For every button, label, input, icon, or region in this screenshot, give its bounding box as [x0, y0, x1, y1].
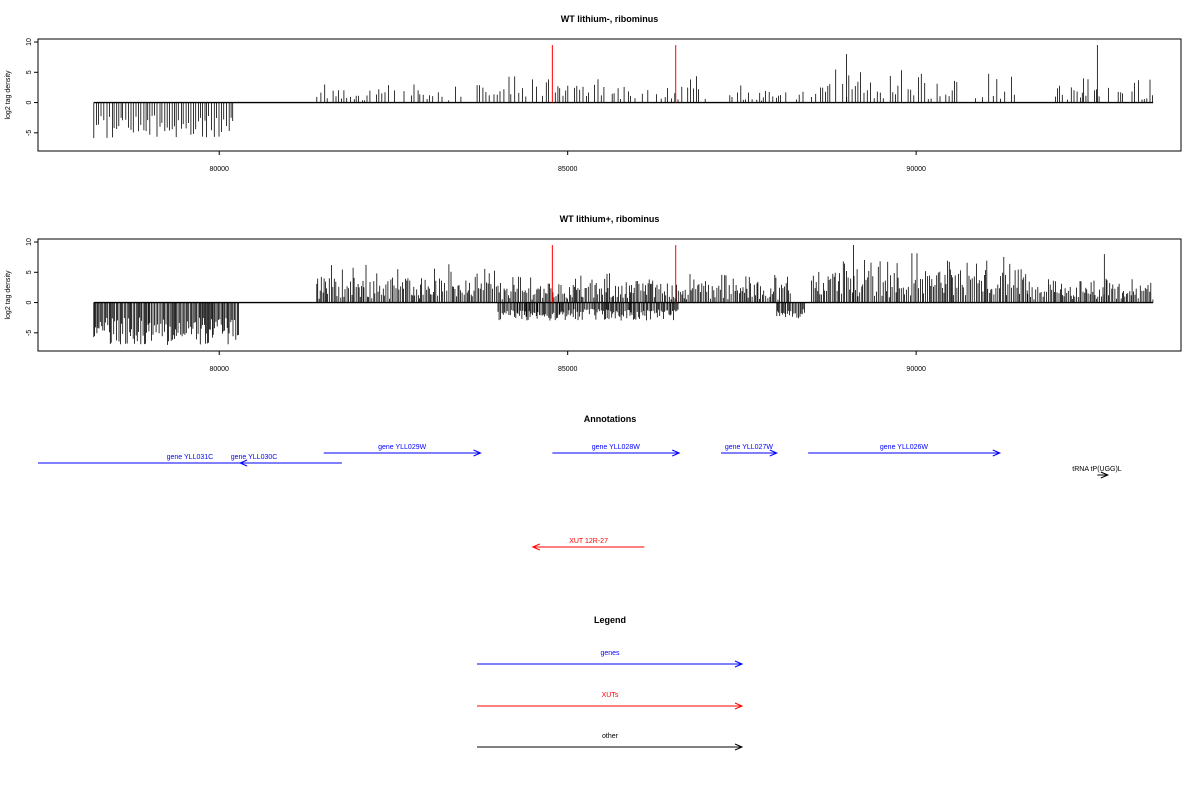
panel-title: WT lithium-, ribominus [561, 14, 659, 24]
annotation-feature: XUT 12R-27 [531, 538, 645, 551]
feature-label: tRNA tP(UGG)L [1072, 466, 1122, 473]
feature-label: gene YLL027W [725, 444, 774, 451]
arrowhead [992, 449, 1002, 457]
y-tick-label: 0 [26, 101, 33, 105]
arrowhead [1100, 471, 1110, 479]
arrowhead [671, 449, 681, 457]
arrowhead [734, 702, 744, 710]
legend-item-XUTs: XUTs [477, 692, 744, 710]
annotation-feature: gene YLL027W [721, 444, 779, 457]
legend-label: XUTs [602, 692, 619, 699]
arrowhead [238, 459, 248, 467]
arrowhead [734, 660, 744, 668]
y-axis-label: log2 tag density [5, 270, 12, 320]
arrowhead [734, 743, 744, 751]
y-tick-label: -5 [26, 130, 33, 136]
annotation-feature: gene YLL028W [552, 444, 681, 457]
annotation-feature: gene YLL030C [231, 454, 278, 467]
x-tick-label: 85000 [558, 366, 578, 373]
feature-label: gene YLL028W [592, 444, 641, 451]
coverage-panel-1 [34, 38, 1182, 155]
coverage-bars [93, 245, 1154, 345]
y-tick-label: 0 [26, 301, 33, 305]
y-tick-label: 5 [26, 270, 33, 274]
coverage-bars [93, 45, 1153, 139]
annotation-feature: tRNA tP(UGG)L [1072, 466, 1122, 479]
legend-label: other [602, 733, 619, 740]
annotation-feature: gene YLL029W [323, 444, 482, 457]
plot-frame [37, 238, 1182, 352]
feature-label: gene YLL026W [880, 444, 929, 451]
y-tick-label: -5 [26, 330, 33, 336]
x-tick-label: 80000 [209, 166, 229, 173]
x-tick-label: 80000 [209, 366, 229, 373]
legend-item-genes: genes [477, 650, 744, 668]
y-tick-label: 5 [26, 70, 33, 74]
feature-label: gene YLL031C [167, 454, 214, 461]
annotations-title: Annotations [584, 414, 637, 424]
x-tick-label: 90000 [906, 366, 926, 373]
x-tick-label: 85000 [558, 166, 578, 173]
feature-label: gene YLL030C [231, 454, 278, 461]
feature-label: XUT 12R-27 [569, 538, 608, 545]
legend-item-other: other [477, 733, 744, 751]
legend-label: genes [600, 650, 620, 657]
y-axis-label: log2 tag density [5, 70, 12, 120]
plot-frame [37, 38, 1182, 152]
arrowhead [769, 449, 779, 457]
annotation-feature: gene YLL026W [808, 444, 1002, 457]
y-tick-label: 10 [26, 238, 33, 246]
arrowhead [531, 543, 541, 551]
feature-label: gene YLL029W [378, 444, 427, 451]
coverage-panel-2 [34, 238, 1182, 355]
y-tick-label: 10 [26, 38, 33, 46]
annotation-feature: gene YLL031C [38, 454, 342, 464]
arrowhead [473, 449, 482, 457]
legend-title: Legend [594, 615, 626, 625]
x-tick-label: 90000 [906, 166, 926, 173]
panel-title: WT lithium+, ribominus [560, 214, 660, 224]
